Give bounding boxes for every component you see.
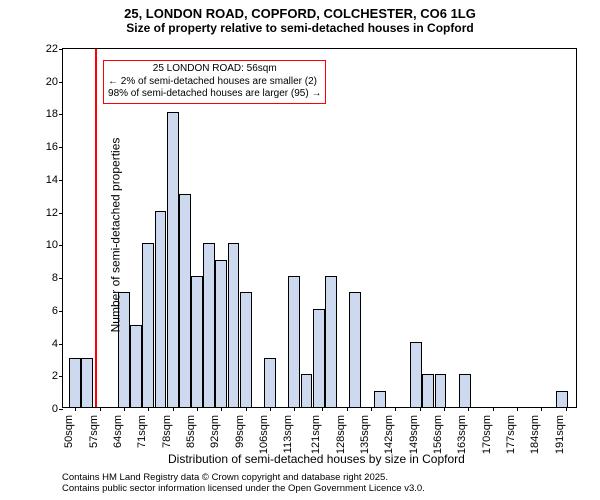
xtick-label: 128sqm (331, 415, 347, 454)
annotation-line: 25 LONDON ROAD: 56sqm (108, 63, 321, 76)
histogram-bar (81, 358, 93, 407)
y-axis-label: Number of semi-detached properties (108, 138, 122, 333)
ytick-label: 0 (52, 403, 63, 415)
histogram-bar (167, 112, 179, 407)
xtick-mark (444, 407, 445, 411)
ytick-label: 20 (46, 76, 63, 88)
ytick-label: 2 (52, 370, 63, 382)
xtick-label: 121sqm (306, 415, 322, 454)
xtick-label: 135sqm (355, 415, 371, 454)
xtick-label: 113sqm (278, 415, 294, 453)
histogram-bar (130, 325, 142, 407)
xtick-mark (493, 407, 494, 411)
histogram-bar (556, 391, 568, 407)
xtick-label: 184sqm (525, 415, 541, 454)
reference-line (95, 49, 97, 407)
xtick-mark (221, 407, 222, 411)
histogram-bar (69, 358, 81, 407)
xtick-mark (100, 407, 101, 411)
xtick-label: 177sqm (501, 415, 517, 454)
xtick-mark (347, 407, 348, 411)
histogram-bar (410, 342, 422, 407)
ytick-label: 8 (52, 272, 63, 284)
footer-attribution: Contains HM Land Registry data © Crown c… (62, 472, 425, 495)
histogram-bar (215, 260, 227, 407)
xtick-label: 142sqm (379, 415, 395, 454)
histogram-bar (349, 292, 361, 407)
chart-container: 25, LONDON ROAD, COPFORD, COLCHESTER, CO… (0, 0, 600, 500)
annotation-line: 98% of semi-detached houses are larger (… (108, 88, 321, 101)
ytick-label: 6 (52, 305, 63, 317)
histogram-bar (240, 292, 252, 407)
xtick-mark (197, 407, 198, 411)
histogram-bar (301, 374, 313, 407)
xtick-label: 92sqm (205, 415, 221, 448)
histogram-bar (155, 211, 167, 407)
histogram-bar (325, 276, 337, 407)
xtick-mark (270, 407, 271, 411)
x-axis-label: Distribution of semi-detached houses by … (168, 452, 465, 466)
footer-line1: Contains HM Land Registry data © Crown c… (62, 472, 425, 483)
ytick-label: 12 (46, 207, 63, 219)
histogram-bar (459, 374, 471, 407)
annotation-box: 25 LONDON ROAD: 56sqm← 2% of semi-detach… (103, 60, 326, 104)
xtick-mark (517, 407, 518, 411)
xtick-label: 71sqm (132, 415, 148, 448)
xtick-label: 191sqm (550, 415, 566, 454)
xtick-label: 99sqm (230, 415, 246, 448)
xtick-mark (148, 407, 149, 411)
histogram-bar (203, 243, 215, 407)
ytick-label: 18 (46, 108, 63, 120)
histogram-bar (313, 309, 325, 407)
xtick-label: 57sqm (84, 415, 100, 448)
histogram-bar (288, 276, 300, 407)
xtick-label: 163sqm (452, 415, 468, 454)
histogram-bar (191, 276, 203, 407)
xtick-mark (124, 407, 125, 411)
histogram-bar (228, 243, 240, 407)
xtick-mark (420, 407, 421, 411)
xtick-mark (246, 407, 247, 411)
xtick-label: 64sqm (108, 415, 124, 448)
xtick-label: 170sqm (477, 415, 493, 454)
footer-line2: Contains public sector information licen… (62, 483, 425, 494)
xtick-mark (294, 407, 295, 411)
xtick-mark (468, 407, 469, 411)
xtick-mark (371, 407, 372, 411)
ytick-label: 4 (52, 338, 63, 350)
chart-title-line1: 25, LONDON ROAD, COPFORD, COLCHESTER, CO… (0, 0, 600, 21)
xtick-mark (395, 407, 396, 411)
xtick-label: 106sqm (254, 415, 270, 454)
histogram-bar (179, 194, 191, 407)
histogram-bar (422, 374, 434, 407)
annotation-line: ← 2% of semi-detached houses are smaller… (108, 76, 321, 89)
xtick-mark (322, 407, 323, 411)
xtick-label: 78sqm (157, 415, 173, 448)
xtick-mark (566, 407, 567, 411)
xtick-mark (173, 407, 174, 411)
histogram-bar (264, 358, 276, 407)
ytick-label: 22 (46, 43, 63, 55)
xtick-label: 85sqm (181, 415, 197, 448)
histogram-bar (374, 391, 386, 407)
xtick-label: 50sqm (59, 415, 75, 448)
ytick-label: 14 (46, 174, 63, 186)
xtick-mark (75, 407, 76, 411)
xtick-label: 156sqm (428, 415, 444, 454)
ytick-label: 16 (46, 141, 63, 153)
chart-title-line2: Size of property relative to semi-detach… (0, 21, 600, 35)
histogram-bar (435, 374, 447, 407)
histogram-bar (142, 243, 154, 407)
plot-area: 024681012141618202250sqm57sqm64sqm71sqm7… (62, 48, 577, 408)
xtick-mark (541, 407, 542, 411)
ytick-label: 10 (46, 239, 63, 251)
xtick-label: 149sqm (404, 415, 420, 454)
